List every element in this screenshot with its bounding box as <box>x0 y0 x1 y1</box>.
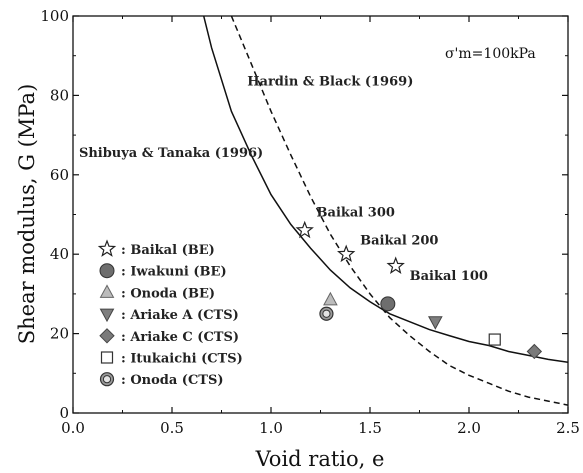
legend-marker-5 <box>100 351 114 364</box>
annotation-1: Shibuya & Tanaka (1996) <box>79 146 263 161</box>
legend-label-6: : Onoda (CTS) <box>121 373 224 388</box>
legend-marker-0 <box>97 239 117 257</box>
legend-label-2: : Onoda (BE) <box>121 286 215 301</box>
y-tick-label: 20 <box>50 325 69 343</box>
legend-label-1: : Iwakuni (BE) <box>121 265 227 280</box>
x-tick-label: 2.5 <box>556 419 580 437</box>
x-tick-label: 1.5 <box>358 419 382 437</box>
curve-1 <box>230 16 568 406</box>
point-triangle-up-0 <box>323 291 338 306</box>
x-axis-title: Void ratio, e <box>255 447 385 471</box>
legend-label-5: : Itukaichi (CTS) <box>121 352 243 367</box>
point-circle-dark-0 <box>380 296 396 312</box>
curves-layer <box>202 16 568 406</box>
x-tick-label: 0.0 <box>61 419 85 437</box>
points-layer <box>295 220 543 360</box>
point-star-0 <box>295 220 314 239</box>
y-tick-label: 60 <box>50 166 69 184</box>
annotation-3: Baikal 200 <box>360 233 438 248</box>
x-tick-label: 0.5 <box>160 419 184 437</box>
x-tick-label: 2.0 <box>457 419 481 437</box>
legend-marker-6 <box>99 372 115 387</box>
point-star-2 <box>386 256 405 274</box>
legend-label-0: : Baikal (BE) <box>121 243 215 258</box>
legend-marker-3 <box>99 308 115 323</box>
legend-label-4: : Ariake C (CTS) <box>121 330 239 345</box>
point-circle-double-0 <box>319 306 334 321</box>
annotations-layer: Hardin & Black (1969) Shibuya & Tanaka (1… <box>79 74 488 284</box>
legend-marker-1 <box>99 263 115 279</box>
annotation-4: Baikal 100 <box>410 269 488 284</box>
y-tick-label: 100 <box>40 7 69 25</box>
point-diamond-0 <box>526 343 543 360</box>
condition-label: σ'm=100kPa <box>445 46 536 62</box>
y-tick-label: 0 <box>59 404 69 422</box>
y-tick-label: 40 <box>50 245 69 263</box>
point-star-1 <box>337 244 356 263</box>
point-square-open-0 <box>488 333 501 346</box>
x-tick-label: 1.0 <box>259 419 283 437</box>
annotation-2: Baikal 300 <box>317 205 395 220</box>
legend-marker-6-inner <box>102 375 112 384</box>
ticks-layer: 0.0 0.5 1.0 1.5 2.0 2.5 0 20 40 60 80 100 <box>40 7 580 437</box>
curve-0 <box>202 16 568 363</box>
y-tick-label: 80 <box>50 86 69 104</box>
legend: : Baikal (BE) : Iwakuni (BE) : Onoda (BE):… <box>97 239 243 388</box>
point-triangle-down-0 <box>428 316 443 330</box>
annotation-0: Hardin & Black (1969) <box>247 74 413 89</box>
point-circle-double-0-inner <box>322 309 331 318</box>
y-axis-title: Shear modulus, G (MPa) <box>15 84 39 345</box>
legend-label-3: : Ariake A (CTS) <box>121 308 239 323</box>
legend-marker-2 <box>99 284 115 298</box>
legend-marker-4 <box>99 328 115 344</box>
